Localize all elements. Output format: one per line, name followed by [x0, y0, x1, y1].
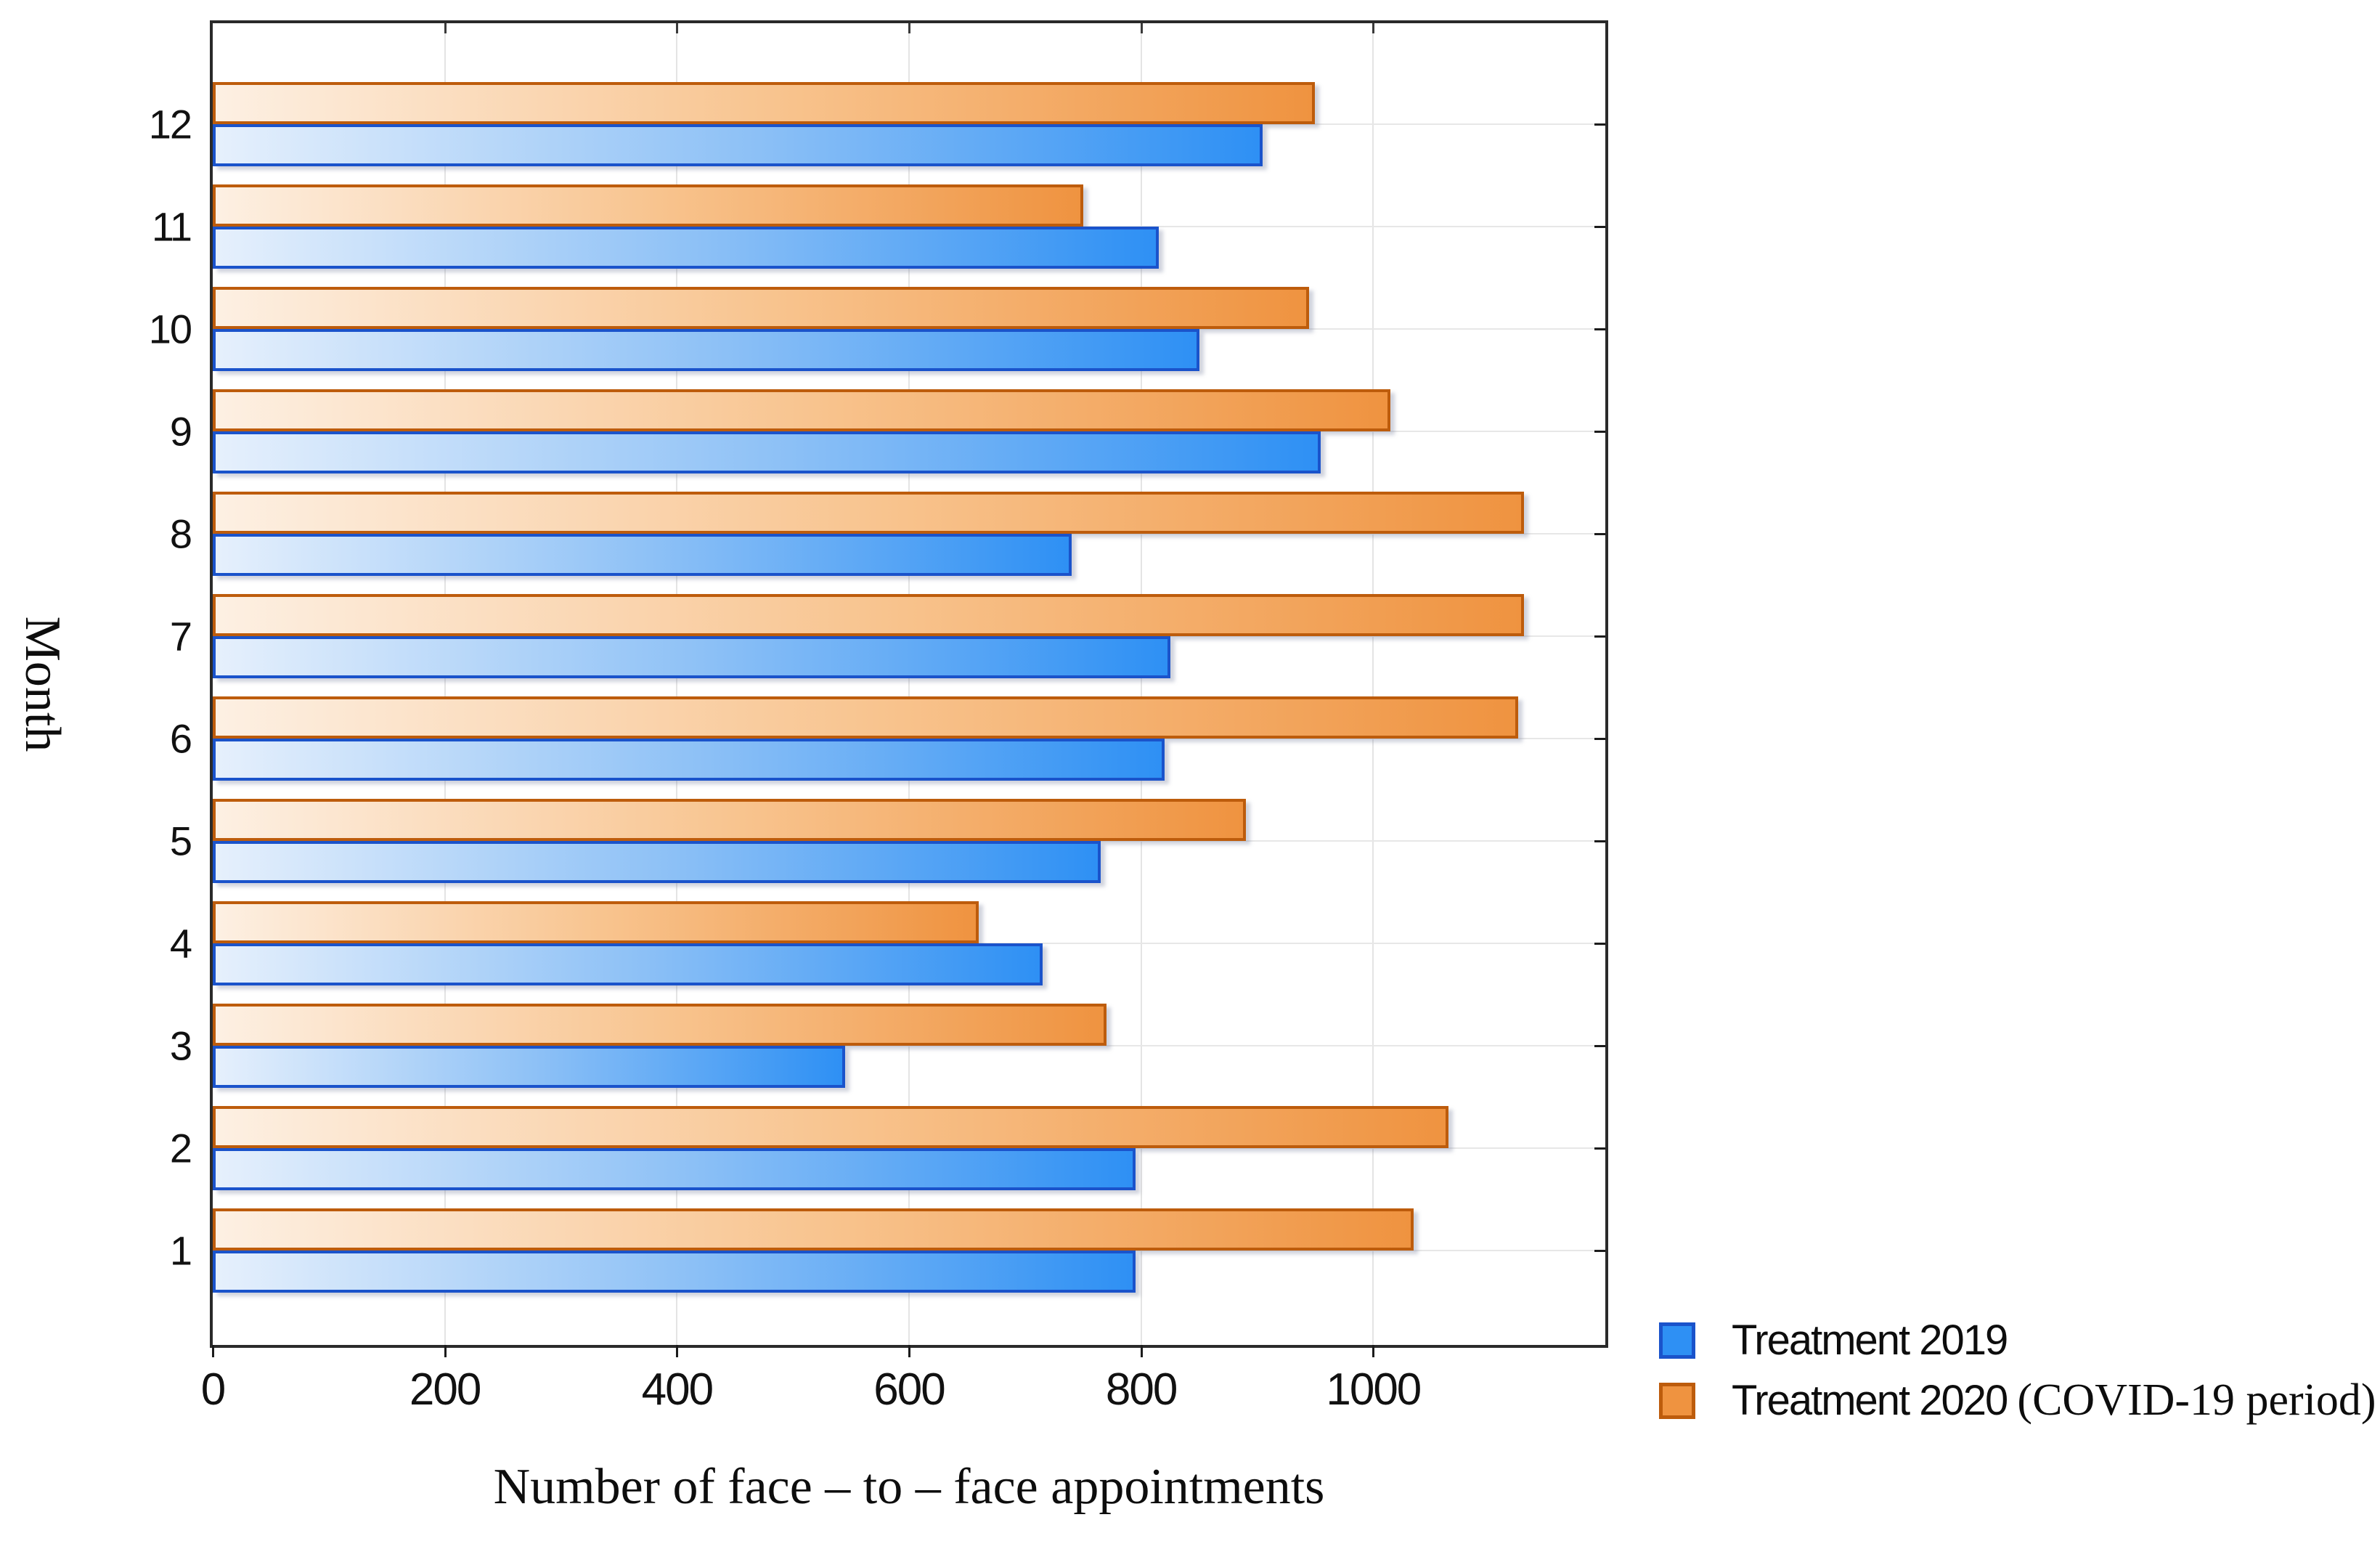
right-tick-month-4: [1594, 943, 1605, 945]
bar-treatment-2019-month-9: [213, 431, 1321, 473]
right-tick-month-12: [1594, 123, 1605, 126]
legend-label-treatment-2019: Treatment 2019: [1732, 1317, 2008, 1364]
bar-treatment-2019-month-10: [213, 329, 1199, 371]
bar-treatment-2020-month-10: [213, 287, 1310, 329]
bar-treatment-2019-month-2: [213, 1148, 1136, 1190]
right-tick-month-10: [1594, 328, 1605, 330]
bar-treatment-2019-month-6: [213, 739, 1165, 781]
x-tick-600: [908, 1345, 910, 1357]
gridline-vertical-400: [676, 23, 678, 1345]
bar-treatment-2019-month-8: [213, 534, 1072, 576]
gridline-vertical-200: [444, 23, 446, 1345]
gridline-vertical-600: [908, 23, 910, 1345]
gridline-vertical-1000: [1372, 23, 1374, 1345]
bar-treatment-2020-month-12: [213, 82, 1316, 124]
top-tick-1000: [1372, 23, 1375, 33]
x-tick-400: [676, 1345, 679, 1357]
legend-item-treatment-2020: Treatment 2020 (COVID-19 period): [1659, 1375, 2376, 1426]
gridline-vertical-800: [1140, 23, 1142, 1345]
gridline-horizontal-month-3: [213, 1045, 1605, 1046]
y-tick-label-4: 4: [169, 920, 192, 967]
top-tick-800: [1140, 23, 1143, 33]
bar-treatment-2020-month-2: [213, 1106, 1449, 1148]
x-tick-1000: [1372, 1345, 1375, 1357]
bar-treatment-2020-month-4: [213, 901, 979, 943]
x-tick-0: [212, 1345, 214, 1357]
legend-item-treatment-2019: Treatment 2019: [1659, 1314, 2376, 1366]
bar-treatment-2019-month-11: [213, 227, 1159, 269]
x-axis-title: Number of face – to – face appointments: [493, 1459, 1325, 1515]
bar-treatment-2020-month-7: [213, 594, 1525, 636]
x-tick-label-800: 800: [1105, 1365, 1178, 1415]
bar-treatment-2019-month-1: [213, 1251, 1136, 1293]
right-tick-month-9: [1594, 431, 1605, 433]
bar-treatment-2019-month-12: [213, 124, 1263, 166]
bar-treatment-2019-month-4: [213, 943, 1043, 985]
y-tick-label-3: 3: [169, 1022, 192, 1069]
y-tick-label-12: 12: [148, 101, 192, 147]
x-tick-label-200: 200: [409, 1365, 481, 1415]
top-tick-200: [444, 23, 447, 33]
y-tick-label-6: 6: [169, 715, 192, 762]
legend-swatch-treatment-2019: [1659, 1322, 1695, 1359]
y-tick-label-2: 2: [169, 1125, 192, 1171]
y-tick-label-8: 8: [169, 511, 192, 557]
x-tick-label-0: 0: [200, 1365, 227, 1415]
right-tick-month-8: [1594, 533, 1605, 535]
legend-label-treatment-2020: Treatment 2020 (COVID-19 period): [1732, 1375, 2376, 1425]
legend-swatch-treatment-2020: [1659, 1382, 1695, 1419]
plot-area: [210, 20, 1608, 1348]
y-tick-label-11: 11: [151, 203, 192, 250]
bar-treatment-2020-month-5: [213, 799, 1246, 841]
y-tick-label-1: 1: [169, 1227, 192, 1274]
x-tick-label-600: 600: [873, 1365, 945, 1415]
x-tick-label-1000: 1000: [1326, 1365, 1422, 1415]
bar-treatment-2020-month-6: [213, 696, 1519, 739]
right-tick-month-1: [1594, 1250, 1605, 1252]
y-tick-label-7: 7: [169, 613, 192, 659]
right-tick-month-11: [1594, 226, 1605, 228]
bar-treatment-2020-month-3: [213, 1004, 1107, 1046]
right-tick-month-2: [1594, 1147, 1605, 1150]
bar-treatment-2019-month-5: [213, 841, 1101, 883]
bar-treatment-2020-month-1: [213, 1208, 1414, 1251]
right-tick-month-5: [1594, 840, 1605, 842]
top-tick-600: [908, 23, 910, 33]
bar-treatment-2020-month-11: [213, 184, 1083, 227]
x-tick-200: [444, 1345, 447, 1357]
x-tick-800: [1140, 1345, 1143, 1357]
x-tick-label-400: 400: [641, 1365, 714, 1415]
y-tick-label-5: 5: [169, 818, 192, 864]
legend: Treatment 2019 Treatment 2020 (COVID-19 …: [1659, 1314, 2376, 1426]
y-tick-label-9: 9: [169, 408, 192, 455]
bar-treatment-2020-month-9: [213, 389, 1391, 431]
top-tick-400: [676, 23, 679, 33]
right-tick-month-3: [1594, 1045, 1605, 1047]
y-tick-label-10: 10: [148, 306, 192, 352]
right-tick-month-6: [1594, 738, 1605, 740]
bar-treatment-2019-month-7: [213, 636, 1170, 678]
bar-treatment-2019-month-3: [213, 1046, 846, 1088]
right-tick-month-7: [1594, 635, 1605, 638]
bar-treatment-2020-month-8: [213, 492, 1525, 534]
